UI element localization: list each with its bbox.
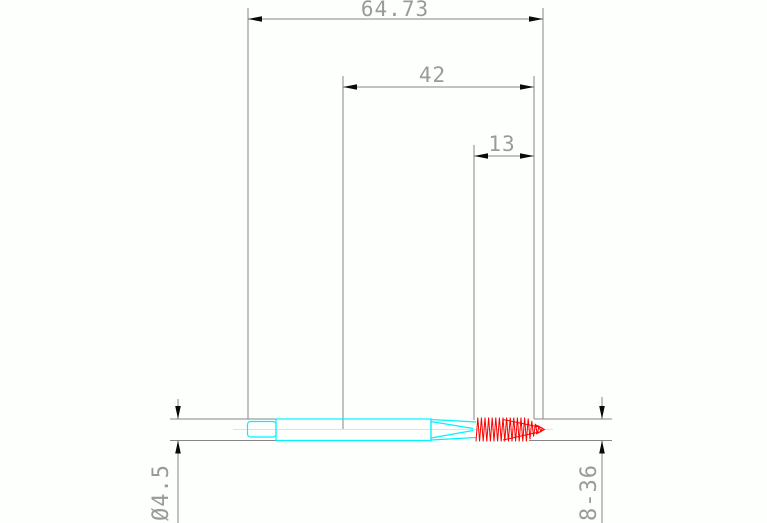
flute-neck-section [430, 418, 477, 441]
tip-point [535, 424, 546, 435]
arrowhead-thread-dia-top [599, 406, 605, 419]
shank-diameter-label: Ø4.5 [149, 464, 174, 521]
overall-length-label: 64.73 [360, 0, 430, 21]
tap-body [246, 418, 477, 442]
flute-taper-top [430, 420, 474, 430]
arrowhead-diameter-top [175, 406, 181, 419]
neck-bottom-edge [430, 436, 477, 441]
thread-length-label: 13 [488, 132, 516, 156]
neck-top-edge [430, 418, 477, 423]
arrowhead-diameter-bottom [175, 440, 181, 454]
front-length-label: 42 [418, 63, 447, 87]
extension-lines [170, 8, 612, 441]
thread-size-label: 8-36 [577, 464, 602, 521]
dimension-lines [175, 16, 605, 523]
arrowhead-overall-left [248, 16, 262, 22]
thread-zigzag [475, 417, 544, 442]
arrowhead-front-right [520, 84, 534, 90]
arrowhead-overall-right [529, 16, 543, 22]
arrowhead-thread-dia-bottom [599, 440, 605, 454]
flute-taper-bottom [430, 429, 474, 439]
chamfer-edge-top [502, 419, 542, 428]
arrowhead-thread-left [474, 153, 488, 159]
thread-section [475, 417, 546, 442]
arrowhead-thread-right [520, 153, 534, 159]
chamfer-edge-bottom [502, 431, 542, 441]
arrowhead-front-left [343, 84, 357, 90]
